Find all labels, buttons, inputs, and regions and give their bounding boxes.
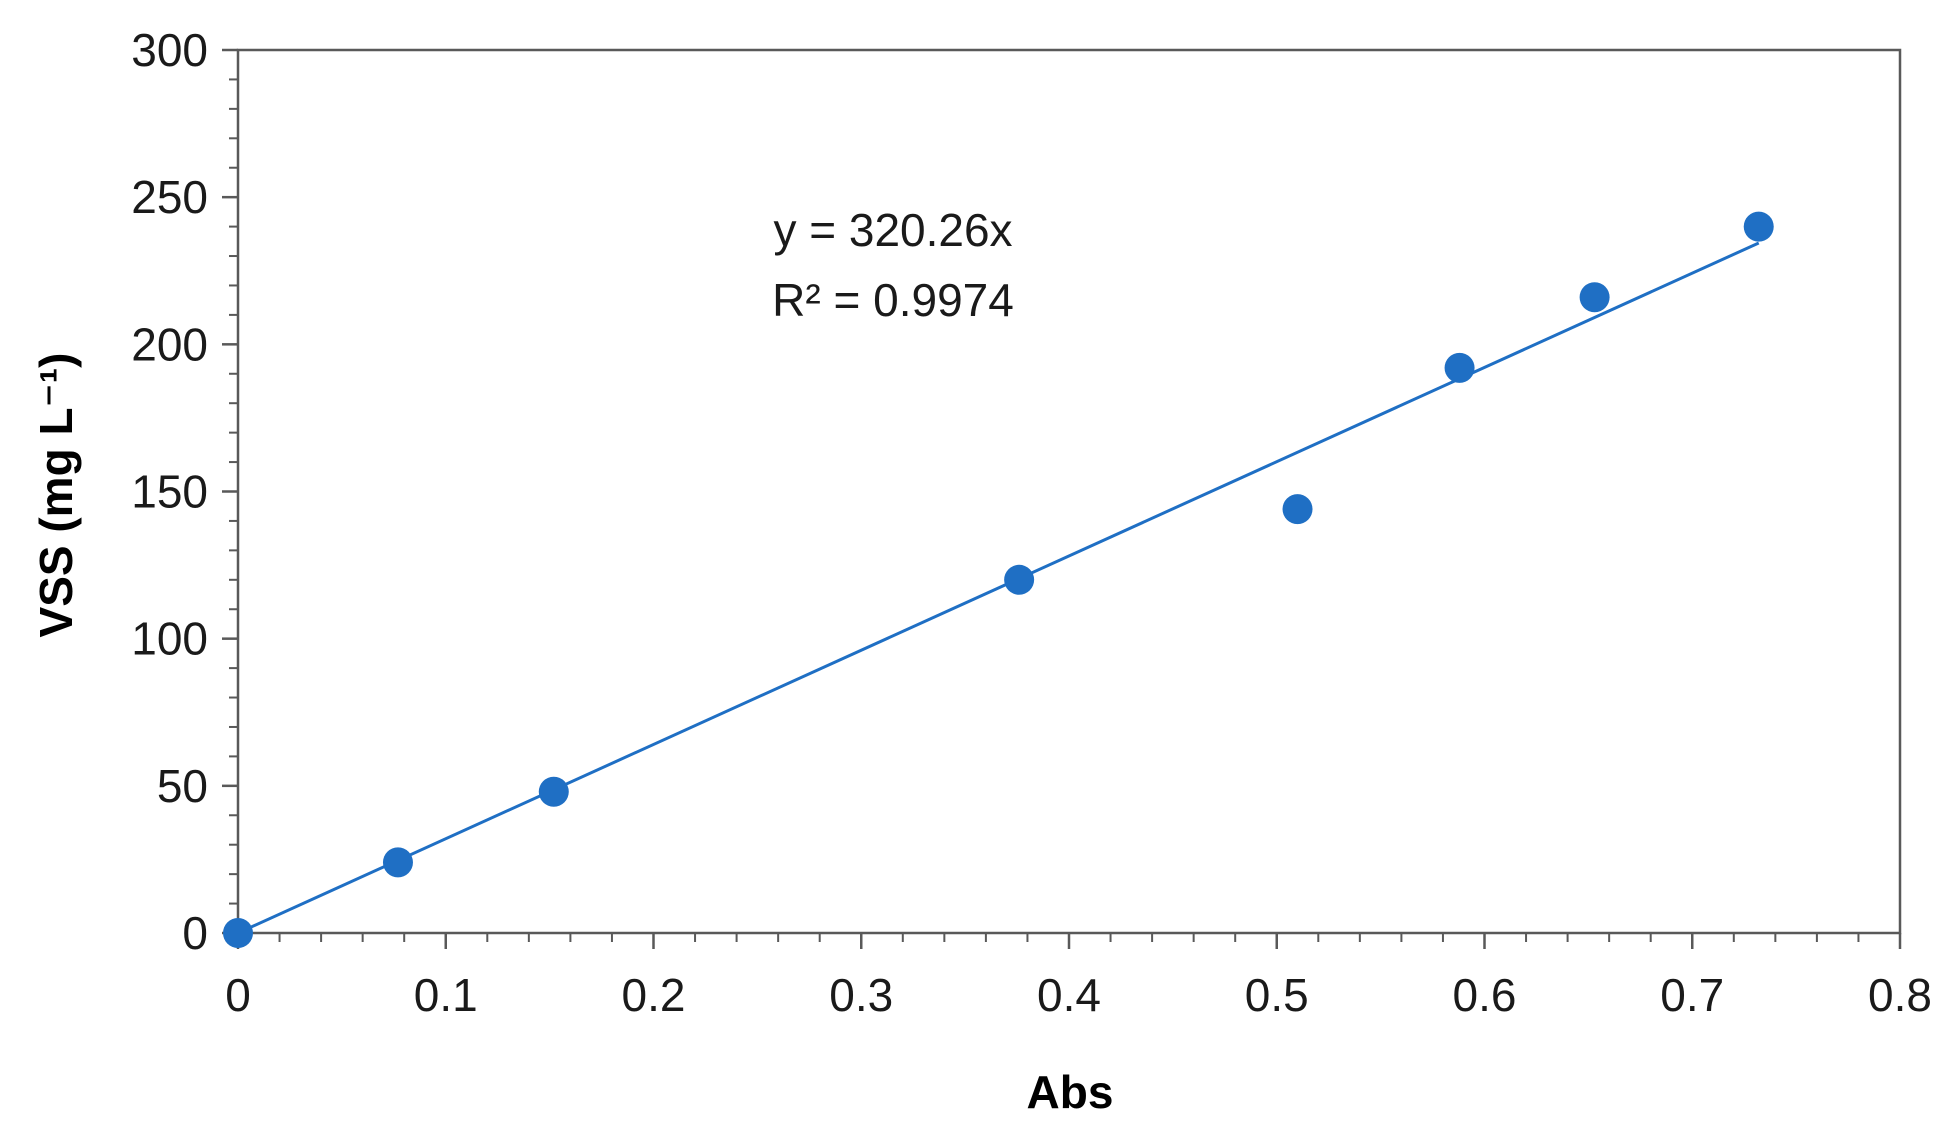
r-squared-label: R² = 0.9974 xyxy=(772,274,1014,326)
plot-area xyxy=(236,48,1902,935)
trendline xyxy=(237,241,1760,935)
y-tick-label: 300 xyxy=(131,24,208,76)
y-tick-label: 150 xyxy=(131,466,208,518)
y-tick-label: 0 xyxy=(182,907,208,959)
data-point xyxy=(382,847,413,878)
y-tick-label: 100 xyxy=(131,613,208,665)
x-tick-label: 0.4 xyxy=(1037,969,1101,1021)
data-point xyxy=(538,776,569,807)
y-tick-labels: 0 50 100 150 200 250 300 xyxy=(131,24,208,959)
y-tick-label: 200 xyxy=(131,318,208,370)
data-point xyxy=(1444,352,1475,383)
data-point xyxy=(1743,211,1774,242)
data-point xyxy=(1579,282,1610,313)
data-point xyxy=(1004,564,1035,595)
x-tick-label: 0.1 xyxy=(414,969,478,1021)
x-tick-label: 0.2 xyxy=(622,969,686,1021)
data-point xyxy=(223,918,253,948)
x-tick-labels: 0 0.1 0.2 0.3 0.4 0.5 0.6 0.7 0.8 xyxy=(225,969,1932,1021)
y-tick-label: 50 xyxy=(157,760,208,812)
y-minor-ticks xyxy=(222,48,238,935)
y-tick-label: 250 xyxy=(131,171,208,223)
y-axis-title: VSS (mg L⁻¹) xyxy=(30,353,82,638)
x-tick-label: 0.3 xyxy=(829,969,893,1021)
x-tick-label: 0.6 xyxy=(1453,969,1517,1021)
trendline-equation: y = 320.26x xyxy=(773,204,1012,256)
x-tick-label: 0 xyxy=(225,969,251,1021)
x-tick-label: 0.8 xyxy=(1868,969,1932,1021)
x-axis-title: Abs xyxy=(1027,1066,1114,1118)
x-tick-label: 0.5 xyxy=(1245,969,1309,1021)
data-points xyxy=(223,211,1774,948)
x-minor-ticks xyxy=(236,933,1902,949)
plot-border xyxy=(236,48,1902,935)
data-point xyxy=(1282,494,1313,525)
x-tick-label: 0.7 xyxy=(1660,969,1724,1021)
